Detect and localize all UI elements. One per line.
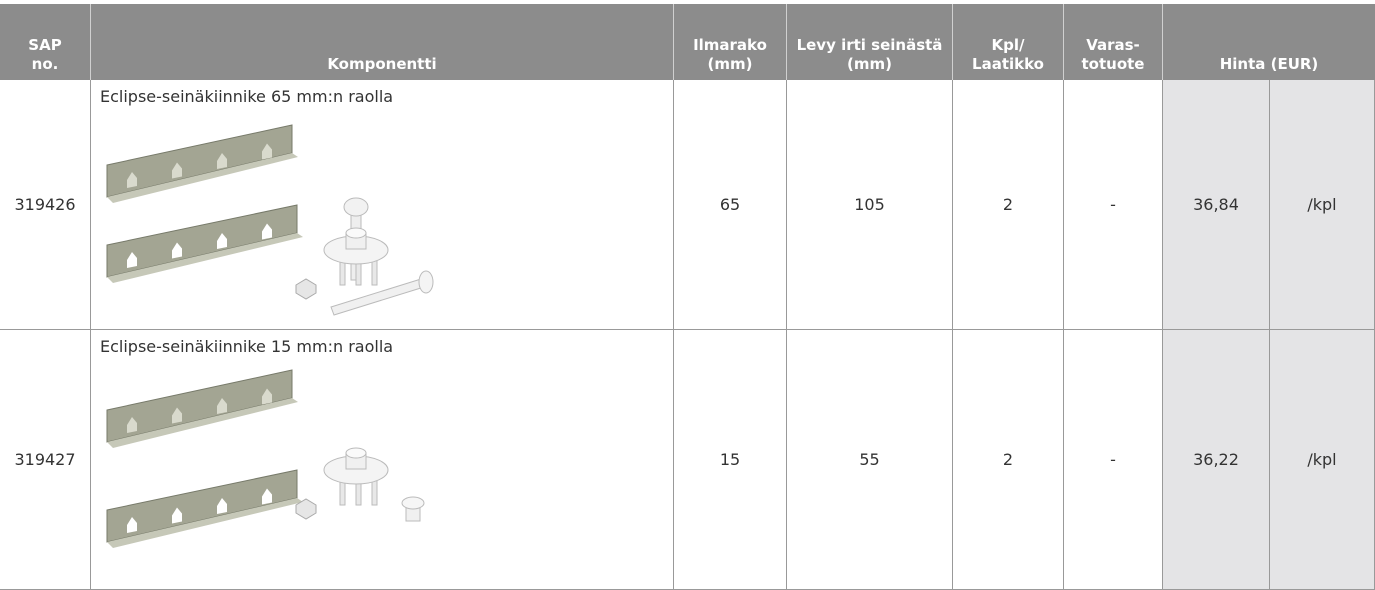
table-cell: 2 <box>953 330 1064 590</box>
header-line: Laatikko <box>972 55 1044 73</box>
header-line: Varas- <box>1086 36 1140 54</box>
component-cell: Eclipse-seinäkiinnike 65 mm:n raolla <box>91 80 674 330</box>
header-line: Kpl/ <box>991 36 1025 54</box>
component-name: Eclipse-seinäkiinnike 15 mm:n raolla <box>100 337 394 356</box>
bracket-hole <box>262 223 272 240</box>
table-cell: /kpl <box>1270 330 1375 590</box>
bracket-hole <box>217 233 227 249</box>
table-cell: 65 <box>674 80 787 330</box>
header-line: totuote <box>1081 55 1145 73</box>
bracket-lip <box>107 398 298 448</box>
nut <box>295 278 317 300</box>
spacer <box>295 197 434 316</box>
component-name: Eclipse-seinäkiinnike 65 mm:n raolla <box>100 87 394 106</box>
bracket-hole <box>262 388 272 405</box>
bracket <box>106 369 298 448</box>
header-cell: Levy irti seinästä (mm) <box>787 4 953 80</box>
table-cell: 36,22 <box>1163 330 1270 590</box>
header-cell: SAP no. <box>0 4 91 80</box>
bracket-hole <box>127 172 137 188</box>
spacer-hub-top <box>345 447 367 459</box>
table-cell: /kpl <box>1270 80 1375 330</box>
header-line: Komponentti <box>327 55 437 73</box>
header-line: SAP <box>28 36 62 54</box>
bracket-hole <box>217 398 227 414</box>
bracket <box>106 469 303 548</box>
bracket-hole <box>172 162 182 179</box>
nut <box>295 498 317 520</box>
bracket-lip <box>107 153 298 203</box>
bracket-hole <box>127 252 137 268</box>
spacer-hub-top <box>345 227 367 239</box>
table-cell: - <box>1064 80 1163 330</box>
bracket-lip <box>107 498 303 548</box>
product-image <box>106 124 434 316</box>
header-line: (mm) <box>707 55 753 73</box>
header-line: (mm) <box>847 55 892 73</box>
spacer <box>295 447 425 522</box>
table-cell: 105 <box>787 80 953 330</box>
component-cell: Eclipse-seinäkiinnike 15 mm:n raolla <box>91 330 674 590</box>
header-cell: Komponentti <box>91 4 674 80</box>
screw-head <box>418 270 434 294</box>
bracket-hole <box>217 498 227 514</box>
bracket-hole <box>217 153 227 169</box>
bracket <box>106 124 298 203</box>
product-image <box>106 369 425 548</box>
header-cell: Ilmarako (mm) <box>674 4 787 80</box>
header-line: Levy irti seinästä <box>796 36 943 54</box>
header-line: Ilmarako <box>693 36 767 54</box>
bracket-hole <box>172 242 182 259</box>
table-cell: 36,84 <box>1163 80 1270 330</box>
spacer-head <box>343 197 369 217</box>
header-line: Hinta (EUR) <box>1219 55 1319 73</box>
table-cell: 319427 <box>0 330 91 590</box>
bracket-hole <box>262 143 272 160</box>
bracket <box>106 204 303 283</box>
bracket-hole <box>172 407 182 424</box>
table-cell: 319426 <box>0 80 91 330</box>
bracket-hole <box>262 488 272 505</box>
header-line: no. <box>31 55 59 73</box>
bracket-lip <box>107 233 303 283</box>
table-cell: 55 <box>787 330 953 590</box>
table-cell: 2 <box>953 80 1064 330</box>
header-cell: Varas-totuote <box>1064 4 1163 80</box>
bracket-hole <box>127 417 137 433</box>
table-cell: - <box>1064 330 1163 590</box>
header-cell: Hinta (EUR) <box>1163 4 1375 80</box>
bracket-hole <box>127 517 137 533</box>
bracket-hole <box>172 507 182 524</box>
screw-head <box>401 496 425 510</box>
table-cell: 15 <box>674 330 787 590</box>
header-cell: Kpl/Laatikko <box>953 4 1064 80</box>
